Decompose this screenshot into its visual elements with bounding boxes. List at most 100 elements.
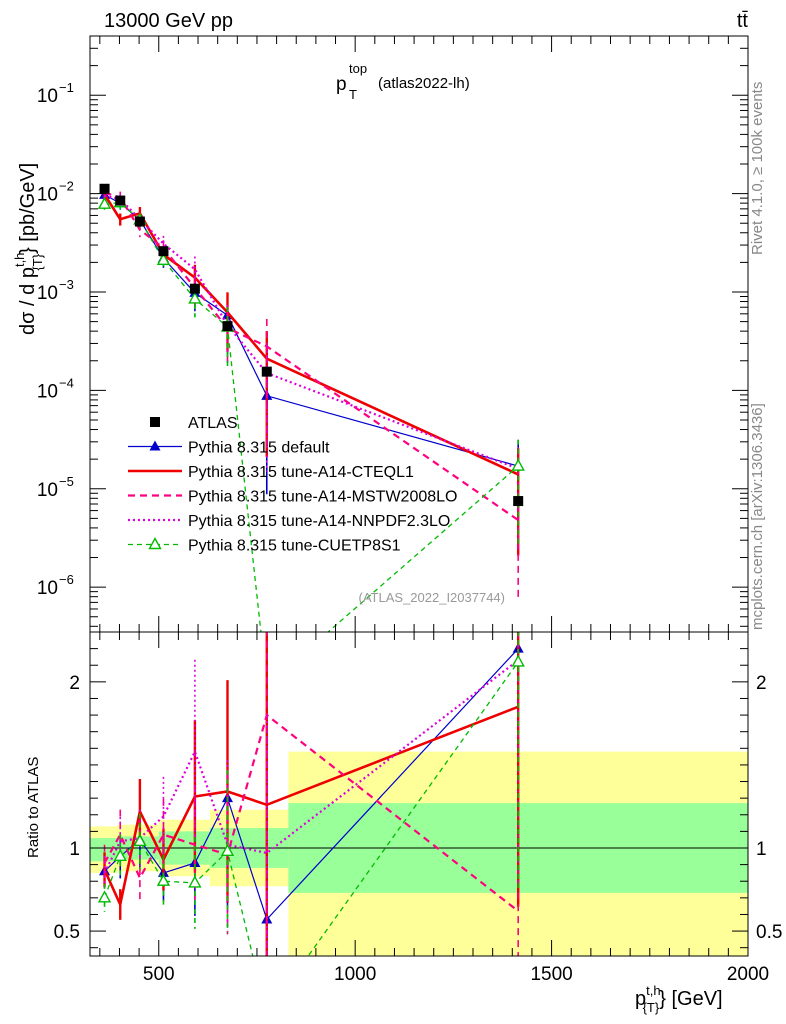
main-cuetp8s1-point bbox=[188, 291, 202, 304]
ratio-uncertainty-bands bbox=[90, 751, 748, 956]
svg-text:pt,h{T}} [GeV]: pt,h {T}} [GeV] bbox=[635, 983, 723, 1015]
ratio-nnpdf-line bbox=[103, 659, 519, 874]
main-y-tick-exponent: −4 bbox=[59, 375, 74, 390]
plot-title-main: p bbox=[336, 74, 347, 95]
legend-label: Pythia 8.315 tune-A14-NNPDF2.3LO bbox=[188, 513, 450, 530]
ylabel-part-0: dσ / d p bbox=[17, 267, 39, 335]
main-y-tick-label: 10 bbox=[37, 185, 58, 206]
plot-title-sub: T bbox=[349, 87, 357, 102]
y-tick-mantissa: 10 bbox=[37, 86, 58, 107]
ratio-cteql1-line bbox=[103, 705, 519, 909]
ratio-cuetp8s1-line bbox=[103, 661, 519, 956]
legend-label: ATLAS bbox=[188, 415, 238, 432]
legend: ATLAS Pythia 8.315 default Pythia 8.315 tu… bbox=[128, 415, 457, 555]
legend-entry-nnpdf: Pythia 8.315 tune-A14-NNPDF2.3LO bbox=[128, 513, 450, 530]
ratio-cuetp8s1-point bbox=[220, 843, 235, 857]
ratio-y-tick-label-right: 0.5 bbox=[756, 922, 782, 943]
y-tick-mantissa: 10 bbox=[37, 381, 58, 402]
main-y-tick-label: 10 bbox=[37, 86, 58, 107]
y-tick-mantissa: 10 bbox=[37, 283, 58, 304]
main-data-point bbox=[115, 195, 126, 206]
main-y-tick-label: 10 bbox=[37, 578, 58, 599]
ratio-y-tick-label-right: 1 bbox=[756, 839, 767, 860]
analysis-id: (ATLAS_2022_I2037744) bbox=[359, 590, 505, 605]
svg-text:dσ / d pt,h{T}} [pb/GeV]: dσ / d pt,h {T}} [pb/GeV] bbox=[12, 163, 45, 335]
x-tick-label: 1500 bbox=[530, 964, 572, 985]
main-nnpdf-line bbox=[104, 194, 519, 470]
main-y-tick-label: 10 bbox=[37, 381, 58, 402]
xlabel-part-2: {T} bbox=[643, 1000, 660, 1015]
main-cuetp8s1-point bbox=[511, 458, 525, 471]
ylabel-part-3: } [pb/GeV] bbox=[17, 163, 39, 254]
main-data-point bbox=[189, 283, 200, 294]
rivet-label: Rivet 4.1.0, ≥ 100k events bbox=[749, 82, 766, 255]
ratio-series-cuetp8s1 bbox=[97, 632, 525, 1018]
ratio-cuetp8s1-point bbox=[156, 873, 171, 886]
main-data-point bbox=[134, 216, 145, 227]
legend-entry-data: ATLAS bbox=[150, 415, 238, 432]
xlabel-part-0: p bbox=[635, 988, 646, 1010]
main-data-point bbox=[222, 321, 233, 332]
axis-ticks bbox=[90, 35, 749, 956]
ratio-mstw-line bbox=[103, 713, 519, 912]
mcplots-label: mcplots.cern.ch [arXiv:1306.3436] bbox=[749, 403, 766, 630]
main-y-tick-label: 10 bbox=[37, 283, 58, 304]
ratio-y-tick-label: 2 bbox=[69, 673, 80, 694]
y-tick-mantissa: 10 bbox=[37, 578, 58, 599]
ratio-cuetp8s1-point bbox=[261, 1008, 272, 1018]
legend-label: Pythia 8.315 tune-A14-CTEQL1 bbox=[188, 464, 414, 481]
legend-label: Pythia 8.315 tune-A14-MSTW2008LO bbox=[188, 489, 457, 506]
main-y-tick-exponent: −5 bbox=[59, 474, 74, 489]
ylabel-part-1: t,h bbox=[12, 253, 27, 267]
main-data-point bbox=[158, 246, 169, 257]
legend-label: Pythia 8.315 tune-CUETP8S1 bbox=[188, 538, 401, 555]
main-y-tick-exponent: −2 bbox=[59, 179, 74, 194]
main-default-line bbox=[104, 194, 519, 467]
plot-title: p top T (atlas2022-lh) bbox=[336, 61, 470, 102]
ratio-cuetp8s1-point bbox=[188, 875, 202, 888]
ratio-panel-frame bbox=[89, 631, 749, 957]
legend-swatch-marker bbox=[150, 417, 160, 427]
y-tick-mantissa: 10 bbox=[37, 185, 58, 206]
ratio-y-tick-label: 1 bbox=[69, 839, 80, 860]
main-y-tick-exponent: −6 bbox=[59, 572, 74, 587]
main-mstw-line bbox=[104, 191, 519, 522]
ratio-y-tick-label-right: 2 bbox=[756, 673, 767, 694]
plot-title-sup: top bbox=[349, 61, 367, 76]
xlabel-part-1: t,h bbox=[646, 983, 660, 998]
legend-entry-cuetp8s1: Pythia 8.315 tune-CUETP8S1 bbox=[128, 537, 401, 555]
legend-entry-cteql1: Pythia 8.315 tune-A14-CTEQL1 bbox=[128, 464, 414, 481]
ratio-y-tick-label: 0.5 bbox=[54, 922, 80, 943]
main-data-point bbox=[513, 496, 524, 507]
x-tick-label: 2000 bbox=[727, 964, 769, 985]
main-panel-series bbox=[97, 183, 525, 632]
ratio-cuetp8s1-point bbox=[133, 833, 147, 847]
y-tick-mantissa: 10 bbox=[37, 480, 58, 501]
ratio-cuetp8s1-point bbox=[97, 890, 112, 903]
legend-swatch-marker bbox=[149, 440, 161, 451]
main-series-data bbox=[99, 183, 524, 507]
x-axis-label: pt,h {T}} [GeV] bbox=[635, 983, 723, 1015]
ratio-panel-series bbox=[97, 632, 525, 1018]
legend-swatch-marker bbox=[148, 537, 162, 550]
main-cteql1-line bbox=[103, 193, 519, 476]
ratio-cuetp8s1-point bbox=[511, 654, 525, 667]
axis-tick-labels: 10−610−510−410−310−210 −1500 1000 1500 20000… bbox=[37, 80, 783, 985]
main-y-tick-exponent: −1 bbox=[59, 80, 74, 95]
legend-entry-mstw: Pythia 8.315 tune-A14-MSTW2008LO bbox=[128, 489, 457, 506]
main-data-point bbox=[261, 366, 272, 377]
xlabel-part-3: } [GeV] bbox=[659, 988, 722, 1010]
x-tick-label: 500 bbox=[143, 964, 175, 985]
main-y-tick-label: 10 bbox=[37, 480, 58, 501]
legend-entry-default: Pythia 8.315 default bbox=[128, 440, 330, 457]
ratio-cuetp8s1-point bbox=[113, 848, 127, 862]
main-cuetp8s1-point bbox=[156, 252, 171, 265]
plot-title-tag: (atlas2022-lh) bbox=[378, 75, 470, 92]
main-data-point bbox=[99, 183, 110, 194]
ratio-y-axis-label: Ratio to ATLAS bbox=[25, 757, 42, 858]
x-tick-label: 1000 bbox=[334, 964, 376, 985]
main-cuetp8s1-point bbox=[97, 196, 112, 209]
header-left: 13000 GeV pp bbox=[104, 10, 233, 32]
ylabel-part-2: {T} bbox=[30, 253, 45, 270]
